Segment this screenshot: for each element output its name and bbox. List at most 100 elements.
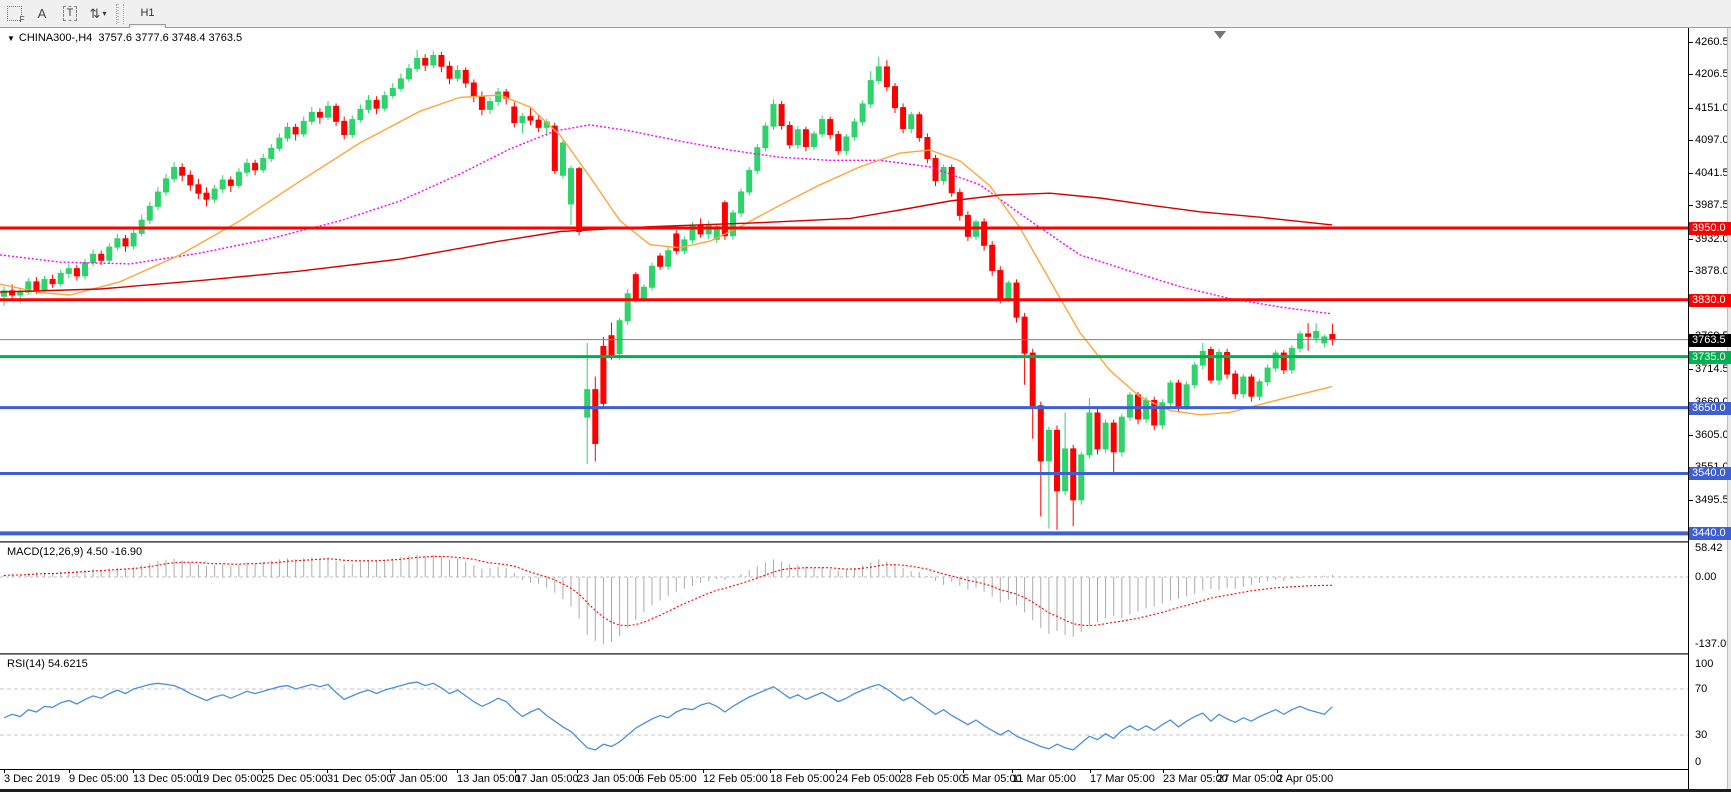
date-axis[interactable]: 3 Dec 2019 9 Dec 05:00 13 Dec 05:00 19 Dec … [0,769,1688,790]
macd-signal-line [3,555,1333,627]
timeframe-button-h1[interactable]: H1 [140,7,155,19]
price-tag-3440.0: 3440.0 [1689,527,1731,541]
date-label: 2 Apr 05:00 [1277,773,1334,785]
price-axis-tick [1689,107,1693,109]
window-bottom-edge [0,789,1731,792]
price-tag-3763.5: 3763.5 [1689,333,1731,347]
price-axis-tick [1689,238,1693,240]
price-axis-label: 4041.5 [1695,167,1729,180]
price-axis-label: 4151.0 [1695,101,1729,114]
date-label: 9 Dec 05:00 [69,773,129,785]
price-axis-tick [1689,434,1693,436]
price-chart-panel[interactable]: ▼ CHINA300-,H4 3757.6 3777.6 3748.4 3763.… [0,28,1688,541]
price-tag-3830.0: 3830.0 [1689,293,1731,307]
date-label: 25 Dec 05:00 [262,773,328,785]
date-tick [515,769,516,773]
price-axis[interactable]: 4260.5 4206.5 4151.0 4097.0 4041.5 3987.5 3932… [1688,28,1731,789]
date-label: 19 Dec 05:00 [197,773,263,785]
date-tick [457,769,458,773]
date-label: 12 Feb 05:00 [703,773,768,785]
price-axis-label: 3878.0 [1695,265,1729,278]
date-label: 28 Feb 05:00 [900,773,965,785]
chart-title: ▼ CHINA300-,H4 3757.6 3777.6 3748.4 3763.… [7,32,242,44]
date-tick [197,769,198,773]
date-label: 18 Feb 05:00 [770,773,835,785]
price-axis-label: 3714.5 [1695,362,1729,375]
rsi-axis-label: 100 [1695,658,1714,670]
date-label: 13 Jan 05:00 [457,773,521,785]
ma-red [0,192,1333,293]
object-arrows-icon[interactable]: ⇅ ▾ [89,5,107,21]
toolbar: F A T ⇅▾ M1M5M15M30H1H4D1W1MN [0,0,1731,103]
rsi-panel[interactable]: RSI(14) 54.6215 [0,655,1688,769]
date-label: 13 Dec 05:00 [133,773,199,785]
date-tick [963,769,964,773]
expander-icon[interactable]: ▼ [7,34,15,43]
price-axis-tick [1689,74,1693,76]
price-axis-label: 4260.5 [1695,36,1729,48]
date-tick [703,769,704,773]
date-tick [638,769,639,773]
panel-separator[interactable] [0,541,1688,544]
date-tick [1163,769,1164,773]
price-axis-label: 4097.0 [1695,133,1729,146]
date-tick [133,769,134,773]
rsi-line [3,681,1333,751]
price-axis-label: 4206.5 [1695,68,1729,81]
candlestick-chart[interactable] [0,28,1688,541]
date-label: 23 Mar 05:00 [1163,773,1228,785]
price-axis-tick [1689,205,1693,207]
date-tick [390,769,391,773]
price-axis-tick [1689,271,1693,273]
date-tick [327,769,328,773]
date-label: 27 Mar 05:00 [1217,773,1282,785]
rsi-chart [0,681,1688,751]
date-tick [262,769,263,773]
panel-separator[interactable] [0,653,1688,656]
price-axis-tick [1689,42,1693,43]
price-axis-tick [1689,173,1693,175]
date-tick [577,769,578,773]
date-label: 17 Jan 05:00 [515,773,579,785]
macd-chart [0,554,1688,645]
date-label: 6 Feb 05:00 [638,773,697,785]
macd-axis-label: 58.42 [1695,542,1723,555]
symbol-period-label: CHINA300-,H4 [18,32,93,44]
price-axis-label: 3495.5 [1695,494,1729,507]
date-tick [1012,769,1013,773]
rsi-axis-label: 70 [1695,683,1708,695]
date-label: 24 Feb 05:00 [836,773,901,785]
price-axis-tick [1689,139,1693,141]
date-label: 7 Jan 05:00 [390,773,448,785]
macd-axis-label: 0.00 [1695,571,1717,583]
macd-panel[interactable]: MACD(12,26,9) 4.50 -16.90 [0,543,1688,653]
toolbar-grip[interactable] [116,3,124,24]
price-axis-tick [1689,368,1693,370]
date-label: 17 Mar 05:00 [1090,773,1155,785]
insert-text-icon[interactable]: A [37,6,47,21]
date-tick [770,769,771,773]
price-axis-label: 3605.0 [1695,428,1729,441]
date-tick [836,769,837,773]
macd-label: MACD(12,26,9) 4.50 -16.90 [7,546,143,558]
profile-grid-icon[interactable]: F [1,3,27,25]
price-axis-tick [1689,466,1693,468]
date-tick [900,769,901,773]
insert-label-icon[interactable]: T [57,3,83,25]
price-axis-tick [1689,500,1693,502]
price-tag-3950.0: 3950.0 [1689,221,1731,235]
date-tick [1277,769,1278,773]
chevron-down-icon: ▾ [102,9,107,18]
chart-shift-marker-icon [1214,31,1226,39]
price-tag-3650.0: 3650.0 [1689,401,1731,415]
date-label: 23 Jan 05:00 [577,773,641,785]
price-axis-label: 3932.0 [1695,232,1729,245]
date-tick [4,769,5,773]
price-tag-3540.0: 3540.0 [1689,467,1731,481]
price-tag-3735.0: 3735.0 [1689,350,1731,364]
ohlc-readout: 3757.6 3777.6 3748.4 3763.5 [98,32,243,44]
date-label: 3 Dec 2019 [4,773,61,785]
macd-axis-label: -137.09 [1695,638,1731,651]
date-tick [1217,769,1218,773]
